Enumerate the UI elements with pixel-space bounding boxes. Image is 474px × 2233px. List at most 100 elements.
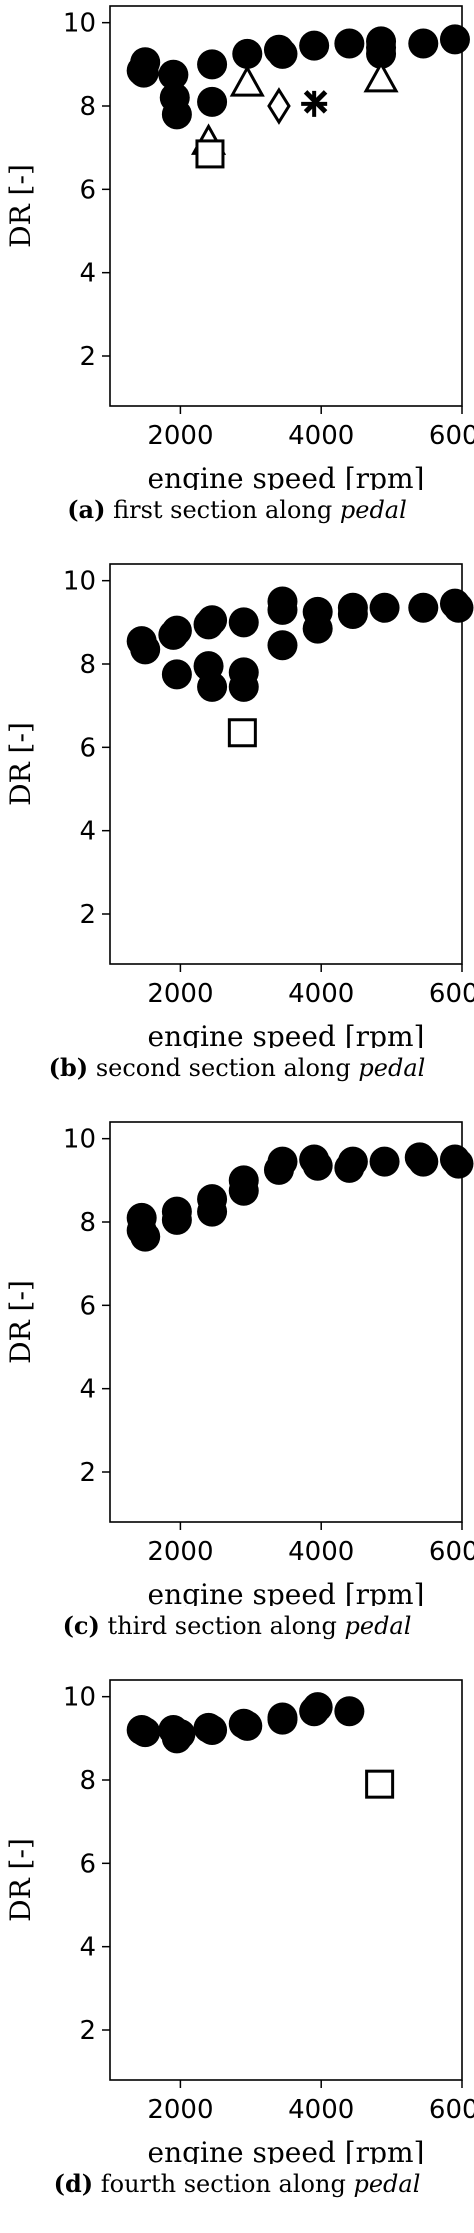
x-tick-label: 6000 <box>429 1537 474 1567</box>
data-point-circle <box>267 630 298 661</box>
data-point-circle <box>161 659 192 690</box>
data-point-circle <box>443 592 474 623</box>
y-axis-label: DR [-] <box>4 722 37 806</box>
y-tick-label: 6 <box>79 1291 96 1321</box>
data-point-circle <box>197 671 228 702</box>
data-point-circle <box>408 1146 439 1177</box>
data-point-circle <box>128 57 159 88</box>
caption-tag: (b) <box>48 1053 89 1082</box>
y-tick-label: 4 <box>79 1933 96 1963</box>
caption-text: third section along <box>107 1612 337 1640</box>
data-point-circle <box>228 671 259 702</box>
y-tick-label: 6 <box>79 733 96 763</box>
caption-emphasis: pedal <box>339 496 407 524</box>
data-point-circle <box>232 1710 263 1741</box>
x-tick-label: 6000 <box>429 2095 474 2125</box>
data-point-circle <box>302 613 333 644</box>
x-tick-label: 4000 <box>288 2095 354 2125</box>
y-tick-label: 2 <box>79 1458 96 1488</box>
x-tick-label: 2000 <box>147 2095 213 2125</box>
y-tick-label: 2 <box>79 900 96 930</box>
data-point-square <box>365 1769 395 1799</box>
data-point-circle <box>334 1696 365 1727</box>
data-point-circle <box>334 28 365 59</box>
caption-text: fourth section along <box>100 2170 346 2198</box>
data-point-circle <box>197 605 228 636</box>
data-point-circle <box>366 38 397 69</box>
caption-emphasis: pedal <box>344 1612 412 1640</box>
scatter-plot-d: 2000 4000 6000 2 4 6 8 10 engine speed [rpm] DR [… <box>4 1679 474 2164</box>
caption-text: second section along <box>95 1054 351 1082</box>
x-tick-label: 4000 <box>288 421 354 451</box>
y-axis-label: DR [-] <box>4 164 37 248</box>
data-point-circle <box>267 1704 298 1735</box>
data-point-circle <box>337 599 368 629</box>
data-point-triangle <box>229 64 265 97</box>
data-point-circle <box>197 86 228 117</box>
x-axis-label: engine speed [rpm] <box>148 1020 425 1048</box>
data-point-diamond <box>267 87 291 125</box>
data-point-circle <box>369 1146 400 1177</box>
data-point-circle <box>369 592 400 623</box>
caption-tag: (a) <box>67 495 106 524</box>
data-point-circle <box>161 1204 192 1235</box>
caption-a: (a) first section along pedal <box>0 495 474 524</box>
axes-frame <box>109 1679 463 2081</box>
y-tick-label: 8 <box>79 1766 96 1796</box>
data-point-circle <box>302 1692 333 1723</box>
chart-panel-a: 2000 4000 6000 2 4 6 8 10 engine speed [rpm] DR [… <box>0 0 474 558</box>
chart-panel-b: 2000 4000 6000 2 4 6 8 10 engine speed [rpm] DR [… <box>0 558 474 1116</box>
scatter-plot-a: 2000 4000 6000 2 4 6 8 10 engine speed [rpm] DR [… <box>4 5 474 490</box>
data-point-circle <box>228 1175 259 1206</box>
x-tick-label: 6000 <box>429 421 474 451</box>
y-tick-label: 4 <box>79 817 96 847</box>
x-tick-label: 2000 <box>147 979 213 1009</box>
caption-tag: (d) <box>53 2169 94 2198</box>
y-tick-label: 2 <box>79 2016 96 2046</box>
data-point-circle <box>197 49 228 80</box>
data-point-circle <box>302 1150 333 1181</box>
x-tick-label: 2000 <box>147 1537 213 1567</box>
y-tick-label: 10 <box>63 1683 96 1713</box>
y-tick-label: 8 <box>79 1208 96 1238</box>
axes-frame <box>109 5 463 407</box>
data-point-circle <box>263 1154 294 1185</box>
scatter-plot-b: 2000 4000 6000 2 4 6 8 10 engine speed [rpm] DR [… <box>4 563 474 1048</box>
y-tick-label: 10 <box>63 1125 96 1155</box>
data-point-circle <box>232 38 263 69</box>
y-axis-label: DR [-] <box>4 1280 37 1364</box>
x-tick-label: 4000 <box>288 979 354 1009</box>
caption-emphasis: pedal <box>353 2170 421 2198</box>
data-point-circle <box>299 30 330 61</box>
caption-emphasis: pedal <box>358 1054 426 1082</box>
caption-text: first section along <box>113 496 333 524</box>
caption-c: (c) third section along pedal <box>0 1611 474 1640</box>
data-point-star <box>301 90 328 117</box>
x-tick-label: 2000 <box>147 421 213 451</box>
chart-panel-d: 2000 4000 6000 2 4 6 8 10 engine speed [rpm] DR [… <box>0 1674 474 2232</box>
data-point-circle <box>267 38 298 69</box>
axes-frame <box>109 1121 463 1523</box>
caption-b: (b) second section along pedal <box>0 1053 474 1082</box>
y-tick-label: 6 <box>79 1849 96 1879</box>
data-point-circle <box>197 1196 228 1227</box>
data-point-circle <box>408 28 439 59</box>
x-axis-label: engine speed [rpm] <box>148 2136 425 2164</box>
y-tick-label: 4 <box>79 1375 96 1405</box>
data-point-square <box>195 139 225 169</box>
data-point-circle <box>165 1719 196 1750</box>
x-tick-label: 6000 <box>429 979 474 1009</box>
chart-panel-c: 2000 4000 6000 2 4 6 8 10 engine speed [rpm] DR [… <box>0 1116 474 1674</box>
data-point-circle <box>161 99 192 130</box>
data-point-circle <box>408 592 439 623</box>
y-tick-label: 10 <box>63 9 96 39</box>
axes-frame <box>109 563 463 965</box>
y-tick-label: 4 <box>79 259 96 289</box>
scatter-plot-c: 2000 4000 6000 2 4 6 8 10 engine speed [rpm] DR [… <box>4 1121 474 1606</box>
y-tick-label: 10 <box>63 567 96 597</box>
y-tick-label: 8 <box>79 92 96 122</box>
data-point-circle <box>267 594 298 625</box>
caption-d: (d) fourth section along pedal <box>0 2169 474 2198</box>
data-point-circle <box>130 1717 161 1748</box>
x-axis-label: engine speed [rpm] <box>148 462 425 490</box>
